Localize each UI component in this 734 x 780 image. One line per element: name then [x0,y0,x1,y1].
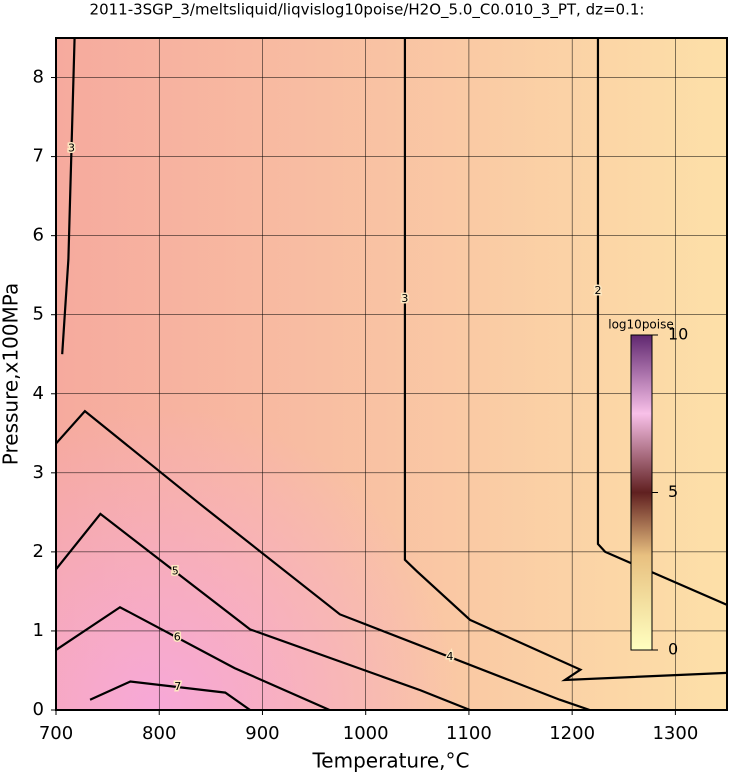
colorbar-label: log10poise [608,318,674,332]
contour-line [55,512,471,712]
y-tick-label: 4 [33,383,44,404]
x-tick-label: 800 [142,723,176,744]
chart-title: 2011-3SGP_3/meltsliquid/liqvislog10poise… [90,1,645,20]
contour-label: 3 [68,142,75,155]
contour-line [89,680,251,711]
y-tick-label: 7 [33,146,44,167]
plot-frame [55,37,728,711]
x-tick-label: 700 [39,723,73,744]
y-tick-label: 6 [33,225,44,246]
contour-line [403,38,728,682]
y-tick-label: 0 [33,699,44,720]
contour-label: 2 [594,284,601,297]
contour-line [55,605,331,712]
contour-label: 6 [174,631,181,644]
x-tick-label: 1300 [652,723,698,744]
contour-line [596,38,728,606]
colorbar-tick-label: 10 [668,325,688,344]
colorbar: log10poise 0 5 10 [608,318,688,659]
contour-label: 4 [446,650,453,663]
x-axis-label: Temperature,°C [311,749,469,773]
contour-line [61,37,76,355]
y-tick-label: 3 [33,462,44,483]
y-tick-label: 8 [33,67,44,88]
axes: 700 800 900 1000 1100 1200 1300 0 1 2 3 4 5 6 7 8 [33,67,699,744]
x-tick-label: 900 [245,723,279,744]
y-tick-label: 5 [33,304,44,325]
contour-label: 3 [401,292,408,305]
contour-label: 7 [174,680,181,693]
x-tick-label: 1200 [549,723,595,744]
contours: 2 3 3 4 5 6 7 [55,37,728,712]
colorbar-tick-label: 5 [668,482,678,501]
colorbar-scale [630,334,653,651]
y-tick-label: 2 [33,541,44,562]
colorbar-tick-label: 0 [668,640,678,659]
y-tick-label: 1 [33,620,44,641]
contour-label: 5 [172,565,179,578]
contour-line [55,409,591,712]
plot-shade [56,38,727,710]
x-tick-label: 1000 [343,723,389,744]
x-tick-label: 1100 [446,723,492,744]
y-axis-label: Pressure,x100MPa [0,283,23,465]
